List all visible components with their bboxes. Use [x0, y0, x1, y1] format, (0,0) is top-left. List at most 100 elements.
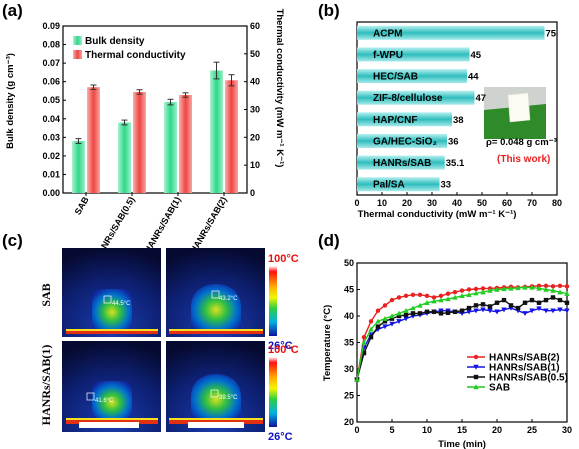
thermal-image-3: 41.6°C — [62, 341, 161, 432]
d-point — [354, 376, 360, 382]
b-xtick-label: 80 — [552, 198, 562, 208]
d-xtick-label: 25 — [527, 425, 537, 435]
b-bar — [357, 177, 440, 192]
d-frame — [356, 262, 568, 423]
d-point — [508, 303, 514, 308]
a-ytick-label: 0.05 — [42, 95, 60, 105]
a-xtick-label: SAB — [73, 195, 91, 217]
d-point — [529, 308, 535, 314]
color-scale-2 — [269, 357, 277, 427]
d-point — [522, 284, 528, 290]
reading-4: 39.5°C — [219, 395, 238, 401]
d-legend-marker — [473, 384, 479, 390]
d-point — [564, 291, 570, 296]
a-ytick-label: 0.09 — [42, 21, 60, 31]
b-value-label: 45 — [471, 50, 482, 61]
d-point — [403, 316, 409, 322]
d-point — [389, 297, 395, 303]
d-point — [403, 312, 409, 318]
d-point — [452, 309, 458, 314]
d-point — [396, 319, 402, 324]
a-ytick-label: 0.07 — [42, 58, 60, 68]
a-ytick2-label: 50 — [250, 49, 260, 59]
scale-max-1: 100°C — [268, 253, 299, 265]
d-point — [557, 297, 563, 303]
d-point — [466, 305, 472, 311]
b-annotation-work: (This work) — [497, 154, 550, 165]
d-point — [375, 324, 381, 329]
b-bar — [357, 25, 545, 40]
c-row-label-sab: SAB — [39, 283, 53, 306]
a-xtick-label: HANRs/SAB(2) — [188, 195, 228, 255]
a-bar-density — [118, 122, 131, 193]
b-bar — [357, 47, 470, 62]
d-legend-marker — [473, 354, 479, 360]
d-point — [487, 304, 493, 309]
a-ytick-label: 0.03 — [42, 132, 60, 142]
d-legend-label: HANRs/SAB(0.5) — [489, 373, 568, 384]
b-bar-label: f-WPU — [373, 50, 403, 61]
d-point — [543, 297, 549, 303]
d-point — [522, 311, 528, 317]
b-bar — [357, 112, 452, 127]
d-point — [403, 308, 409, 313]
b-bar-label: Pal/SA — [373, 180, 405, 191]
d-point — [417, 302, 423, 308]
a-legend-swatch-tc — [73, 50, 82, 59]
d-ytick-label: 50 — [344, 258, 354, 268]
d-point — [445, 291, 451, 296]
a-ytick2-label: 30 — [250, 105, 260, 115]
d-point — [396, 295, 402, 300]
d-point — [375, 308, 381, 313]
d-point — [445, 310, 451, 316]
d-point — [403, 293, 409, 299]
d-xtick-label: 0 — [354, 425, 359, 435]
d-point — [557, 283, 563, 288]
a-bar-tc — [133, 91, 146, 193]
a-legend-swatch-density — [73, 36, 82, 45]
a-bar-density — [210, 70, 223, 193]
scale-min-2: 26°C — [268, 431, 293, 443]
d-point — [508, 285, 514, 291]
b-xtick-label: 20 — [402, 198, 412, 208]
d-point — [557, 289, 563, 295]
thermal-image-2: 43.2°C — [166, 248, 265, 337]
d-point — [459, 308, 465, 313]
d-xtick-label: 10 — [422, 425, 432, 435]
d-point — [424, 309, 430, 314]
d-ytick-label: 45 — [344, 285, 354, 295]
b-bar-label: ACPM — [373, 28, 402, 39]
c-row-label-hanrs: HANRs/SAB(1) — [39, 345, 53, 426]
d-point — [501, 286, 507, 292]
d-point — [466, 292, 472, 297]
b-value-label: 47 — [476, 93, 487, 104]
d-point — [550, 287, 556, 293]
d-point — [368, 332, 374, 338]
d-point — [382, 303, 388, 308]
d-point — [564, 300, 570, 305]
b-bar — [357, 133, 447, 148]
d-point — [382, 315, 388, 321]
d-point — [487, 287, 493, 293]
d-point — [438, 297, 444, 303]
color-scale-1 — [269, 266, 277, 336]
d-point — [466, 309, 472, 315]
d-point — [361, 335, 367, 340]
d-point — [459, 288, 465, 293]
d-point — [410, 292, 416, 297]
d-point — [368, 335, 374, 340]
d-point — [529, 284, 535, 290]
d-ytick-label: 35 — [344, 338, 354, 348]
d-point — [431, 309, 437, 314]
a-ytick-label: 0.02 — [42, 151, 60, 161]
reading-2: 43.2°C — [219, 296, 238, 302]
d-legend-marker — [473, 364, 479, 370]
a-ytick2-label: 60 — [250, 21, 260, 31]
d-point — [445, 296, 451, 302]
d-xtick-label: 30 — [562, 425, 572, 435]
a-ylabel: Bulk density (g cm⁻³) — [5, 53, 16, 149]
d-point — [494, 309, 500, 315]
d-point — [550, 284, 556, 289]
a-ytick-label: 0.01 — [42, 169, 60, 179]
b-bar — [357, 69, 467, 84]
